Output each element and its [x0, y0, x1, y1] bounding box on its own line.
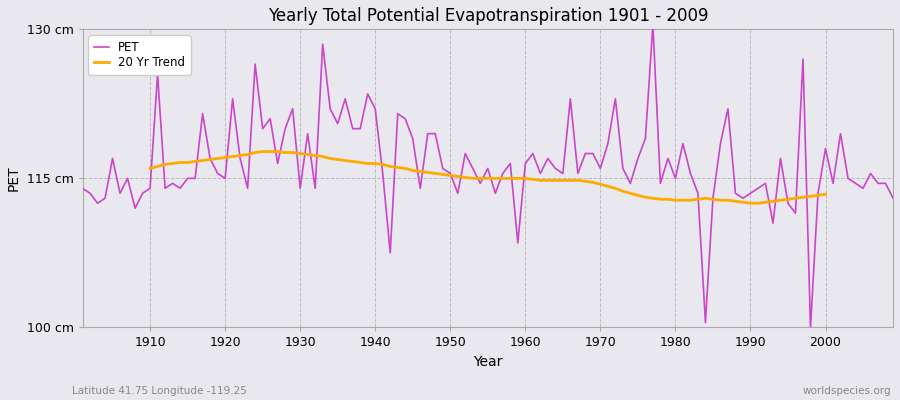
PET — [347, 126, 358, 131]
20 Yr Trend — [310, 153, 320, 158]
20 Yr Trend — [813, 193, 824, 198]
20 Yr Trend — [745, 201, 756, 206]
20 Yr Trend — [723, 198, 734, 203]
X-axis label: Year: Year — [473, 355, 502, 369]
20 Yr Trend — [325, 156, 336, 161]
PET — [77, 186, 88, 191]
Text: worldspecies.org: worldspecies.org — [803, 386, 891, 396]
PET — [647, 22, 658, 27]
20 Yr Trend — [145, 166, 156, 171]
PET — [887, 196, 898, 201]
Line: 20 Yr Trend: 20 Yr Trend — [150, 152, 825, 203]
Legend: PET, 20 Yr Trend: PET, 20 Yr Trend — [88, 35, 191, 75]
20 Yr Trend — [543, 178, 553, 183]
PET — [806, 325, 816, 330]
Line: PET: PET — [83, 24, 893, 328]
20 Yr Trend — [227, 154, 238, 159]
PET — [512, 240, 523, 245]
PET — [137, 191, 148, 196]
Text: Latitude 41.75 Longitude -119.25: Latitude 41.75 Longitude -119.25 — [72, 386, 247, 396]
PET — [610, 96, 621, 101]
PET — [520, 161, 531, 166]
20 Yr Trend — [257, 149, 268, 154]
Y-axis label: PET: PET — [7, 166, 21, 191]
PET — [302, 131, 313, 136]
20 Yr Trend — [820, 192, 831, 197]
Title: Yearly Total Potential Evapotranspiration 1901 - 2009: Yearly Total Potential Evapotranspiratio… — [267, 7, 708, 25]
